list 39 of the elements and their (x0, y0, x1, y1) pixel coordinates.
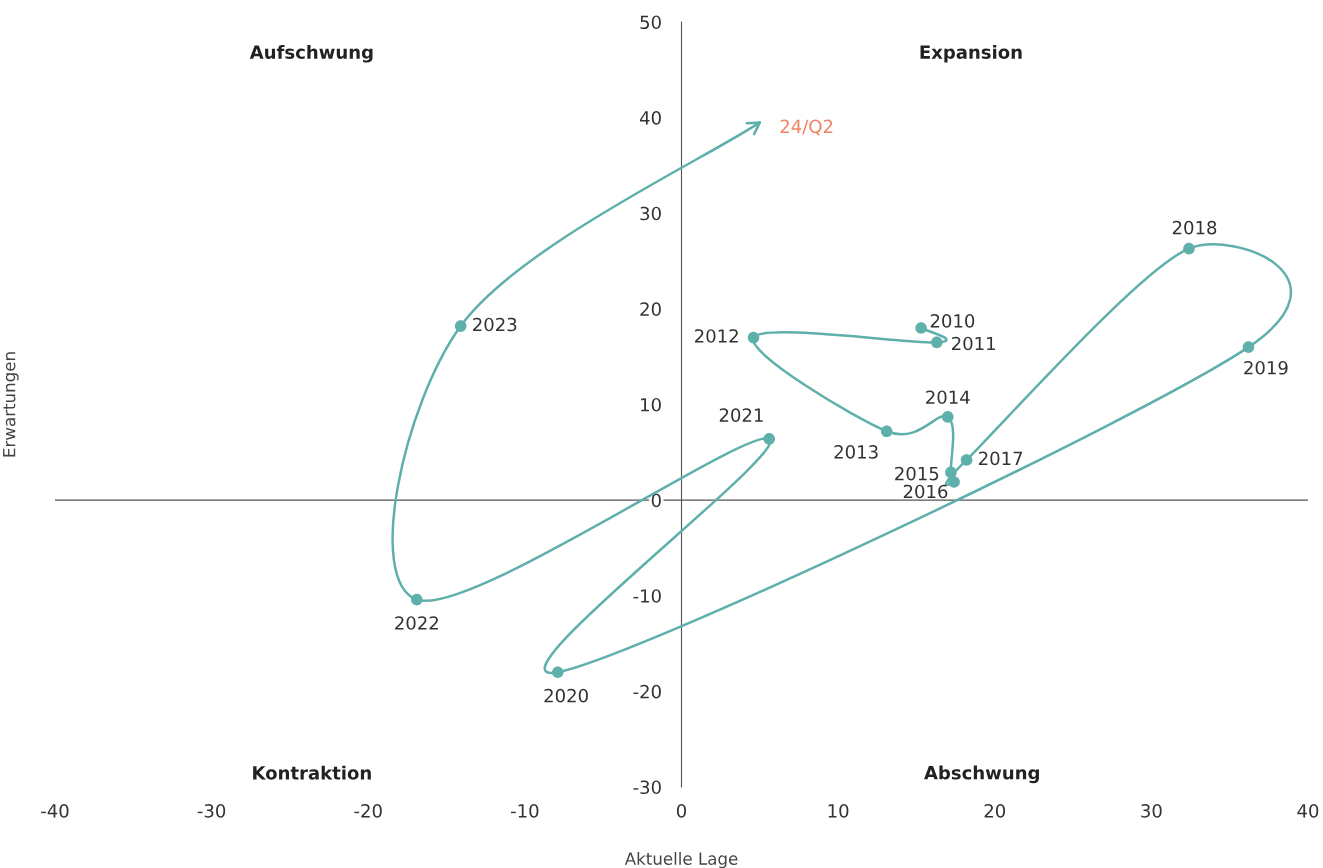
x-tick-label: 40 (1297, 803, 1319, 818)
x-tick-label: 0 (676, 803, 687, 818)
annotation: 2013 (834, 445, 878, 459)
y-tick-label: 0 (651, 493, 661, 508)
y-tick-label: 50 (640, 15, 661, 30)
annotation: 2017 (978, 451, 1023, 466)
annotation: 2015 (895, 466, 939, 481)
y-tick-label: -10 (633, 589, 661, 603)
y-tick-label: 10 (641, 397, 661, 412)
y-axis-title: Erwartungen (3, 352, 19, 457)
annotation: Aufschwung (249, 44, 373, 63)
x-tick-label: -20 (354, 803, 382, 818)
annotation: 2023 (473, 317, 517, 332)
annotation: 2019 (1244, 360, 1288, 375)
annotation: 2022 (395, 616, 438, 630)
x-tick-label: 30 (1141, 803, 1162, 818)
x-tick-label: -30 (197, 803, 226, 818)
y-tick-label: -30 (633, 780, 661, 795)
y-tick-label: 30 (640, 206, 661, 221)
x-tick-label: 10 (828, 803, 849, 818)
annotation: Abschwung (924, 765, 1039, 784)
annotation: 2010 (930, 314, 975, 328)
annotation: 2016 (903, 484, 948, 499)
annotation: 24/Q2 (780, 119, 833, 136)
x-axis-title: Aktuelle Lage (624, 852, 738, 868)
y-tick-label: 20 (640, 302, 661, 316)
annotation: Kontraktion (253, 765, 371, 780)
annotation: 2020 (544, 688, 588, 703)
annotation: 2018 (1172, 220, 1217, 235)
x-tick-label: 20 (984, 803, 1006, 818)
y-tick-label: -20 (633, 684, 661, 699)
annotation: Expansion (920, 44, 1022, 63)
annotation: 2011 (952, 336, 995, 351)
annotation: 2014 (926, 390, 970, 405)
annotation: 2012 (695, 329, 738, 343)
y-tick-label: 40 (639, 111, 661, 125)
x-tick-label: -10 (511, 803, 539, 818)
annotation: 2021 (719, 408, 763, 422)
x-tick-label: -40 (41, 803, 69, 818)
